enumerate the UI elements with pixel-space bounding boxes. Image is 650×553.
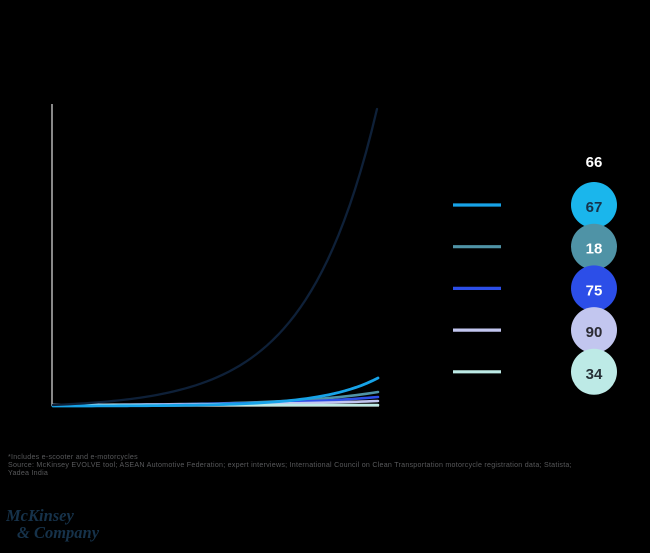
svg-text:90: 90 bbox=[586, 324, 603, 341]
svg-text:34: 34 bbox=[586, 366, 603, 383]
svg-text:18: 18 bbox=[586, 241, 603, 258]
svg-text:66: 66 bbox=[586, 154, 603, 171]
svg-text:75: 75 bbox=[586, 282, 603, 299]
svg-text:& Company: & Company bbox=[17, 523, 100, 542]
svg-text:67: 67 bbox=[586, 199, 603, 216]
